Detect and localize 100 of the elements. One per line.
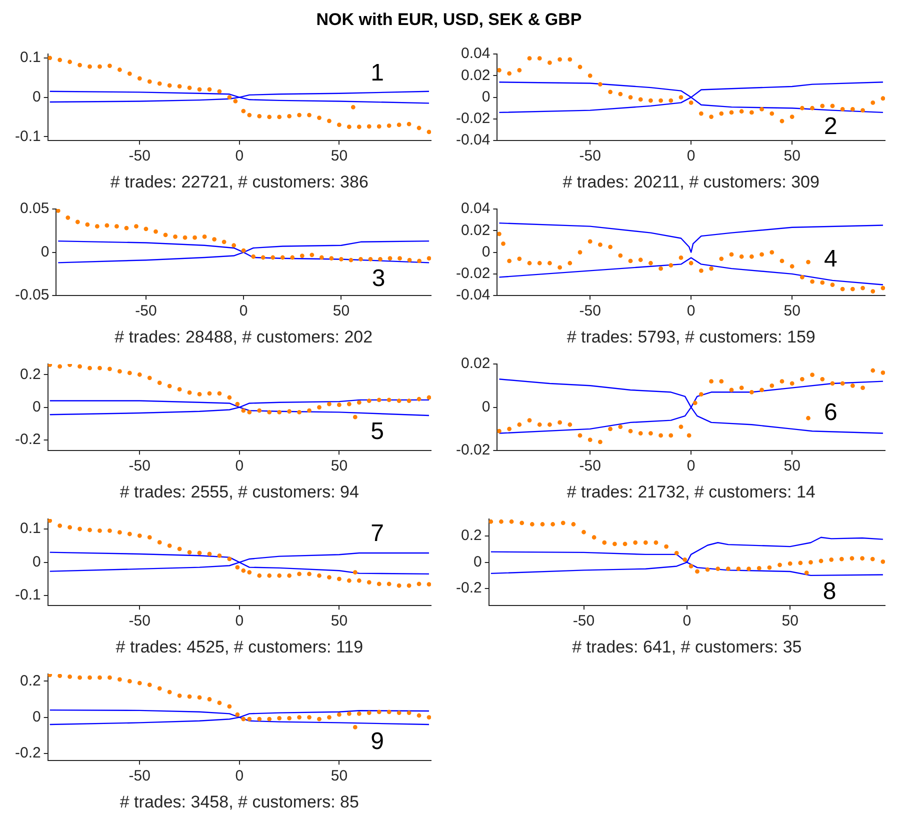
point bbox=[192, 235, 197, 240]
point bbox=[571, 522, 576, 526]
point bbox=[346, 711, 352, 716]
point bbox=[297, 112, 302, 118]
point bbox=[68, 674, 72, 679]
y-tick-label: 0 bbox=[32, 398, 41, 416]
point bbox=[376, 124, 382, 129]
point bbox=[241, 248, 246, 253]
point bbox=[182, 235, 188, 240]
point bbox=[68, 60, 72, 64]
point bbox=[558, 265, 562, 270]
point bbox=[820, 280, 825, 285]
point bbox=[682, 557, 688, 562]
point bbox=[78, 675, 82, 680]
point bbox=[426, 715, 431, 720]
y-tick-label: 0.2 bbox=[20, 672, 41, 690]
point bbox=[870, 289, 876, 294]
point bbox=[767, 565, 772, 570]
x-tick-label: 50 bbox=[784, 458, 800, 475]
point bbox=[810, 106, 814, 110]
point bbox=[114, 224, 119, 229]
point bbox=[187, 694, 192, 699]
x-tick-label: 50 bbox=[330, 768, 348, 785]
point bbox=[686, 433, 692, 438]
point bbox=[217, 700, 222, 706]
point bbox=[618, 253, 623, 258]
y-tick-label: 0 bbox=[32, 708, 41, 726]
point bbox=[497, 428, 502, 434]
point bbox=[366, 124, 372, 129]
point bbox=[386, 123, 392, 128]
point bbox=[860, 108, 865, 112]
point bbox=[356, 400, 362, 405]
annotation: 8 bbox=[822, 578, 836, 606]
point bbox=[517, 422, 522, 427]
point bbox=[406, 710, 412, 715]
point bbox=[705, 567, 710, 572]
point bbox=[628, 258, 633, 264]
point bbox=[173, 234, 178, 239]
point bbox=[598, 242, 602, 247]
point bbox=[290, 255, 295, 260]
point bbox=[729, 388, 734, 392]
point bbox=[197, 550, 202, 556]
y-tick-label: -0.04 bbox=[456, 286, 490, 304]
point bbox=[527, 56, 532, 61]
x-axis-title: # trades: 3458, # customers: 85 bbox=[120, 792, 359, 812]
point bbox=[804, 570, 809, 575]
point bbox=[227, 95, 232, 100]
point bbox=[346, 578, 352, 583]
point bbox=[270, 255, 276, 260]
point bbox=[310, 252, 314, 258]
point bbox=[350, 104, 356, 110]
x-tick-label: -50 bbox=[128, 148, 150, 165]
point bbox=[327, 402, 332, 406]
y-tick-label: -0.2 bbox=[14, 744, 41, 762]
point bbox=[137, 533, 142, 538]
point bbox=[386, 398, 392, 402]
point bbox=[598, 440, 602, 444]
point bbox=[227, 395, 232, 400]
point bbox=[598, 82, 602, 87]
point bbox=[719, 111, 724, 116]
point bbox=[167, 543, 172, 548]
x-tick-label: -50 bbox=[579, 302, 601, 320]
point bbox=[167, 690, 172, 694]
x-tick-label: -50 bbox=[579, 148, 601, 165]
point bbox=[850, 107, 855, 112]
y-tick-label: 0.04 bbox=[460, 200, 490, 218]
point bbox=[780, 118, 784, 124]
point bbox=[352, 570, 358, 574]
point bbox=[358, 257, 363, 262]
point bbox=[187, 550, 192, 555]
point bbox=[749, 390, 754, 394]
point bbox=[729, 252, 734, 257]
point bbox=[241, 568, 246, 573]
point bbox=[800, 275, 804, 280]
point bbox=[709, 266, 714, 271]
point bbox=[247, 410, 252, 414]
point bbox=[117, 530, 122, 535]
point bbox=[68, 525, 72, 530]
point bbox=[648, 260, 653, 266]
point bbox=[177, 84, 182, 88]
point bbox=[618, 424, 623, 429]
y-tick-label: 0.02 bbox=[460, 66, 490, 84]
point bbox=[520, 520, 524, 526]
point bbox=[157, 540, 162, 545]
point bbox=[127, 679, 132, 684]
point bbox=[788, 561, 792, 566]
annotation: 4 bbox=[824, 246, 838, 273]
point bbox=[337, 122, 342, 128]
point bbox=[257, 114, 262, 118]
point bbox=[406, 122, 412, 126]
y-tick-label: -0.02 bbox=[456, 110, 490, 128]
point bbox=[407, 258, 412, 262]
point bbox=[850, 286, 855, 292]
point bbox=[337, 402, 342, 408]
point bbox=[396, 583, 402, 588]
x-tick-label: -50 bbox=[579, 458, 601, 475]
point bbox=[880, 96, 885, 101]
point bbox=[117, 68, 122, 72]
point bbox=[235, 712, 240, 717]
point bbox=[800, 106, 804, 110]
